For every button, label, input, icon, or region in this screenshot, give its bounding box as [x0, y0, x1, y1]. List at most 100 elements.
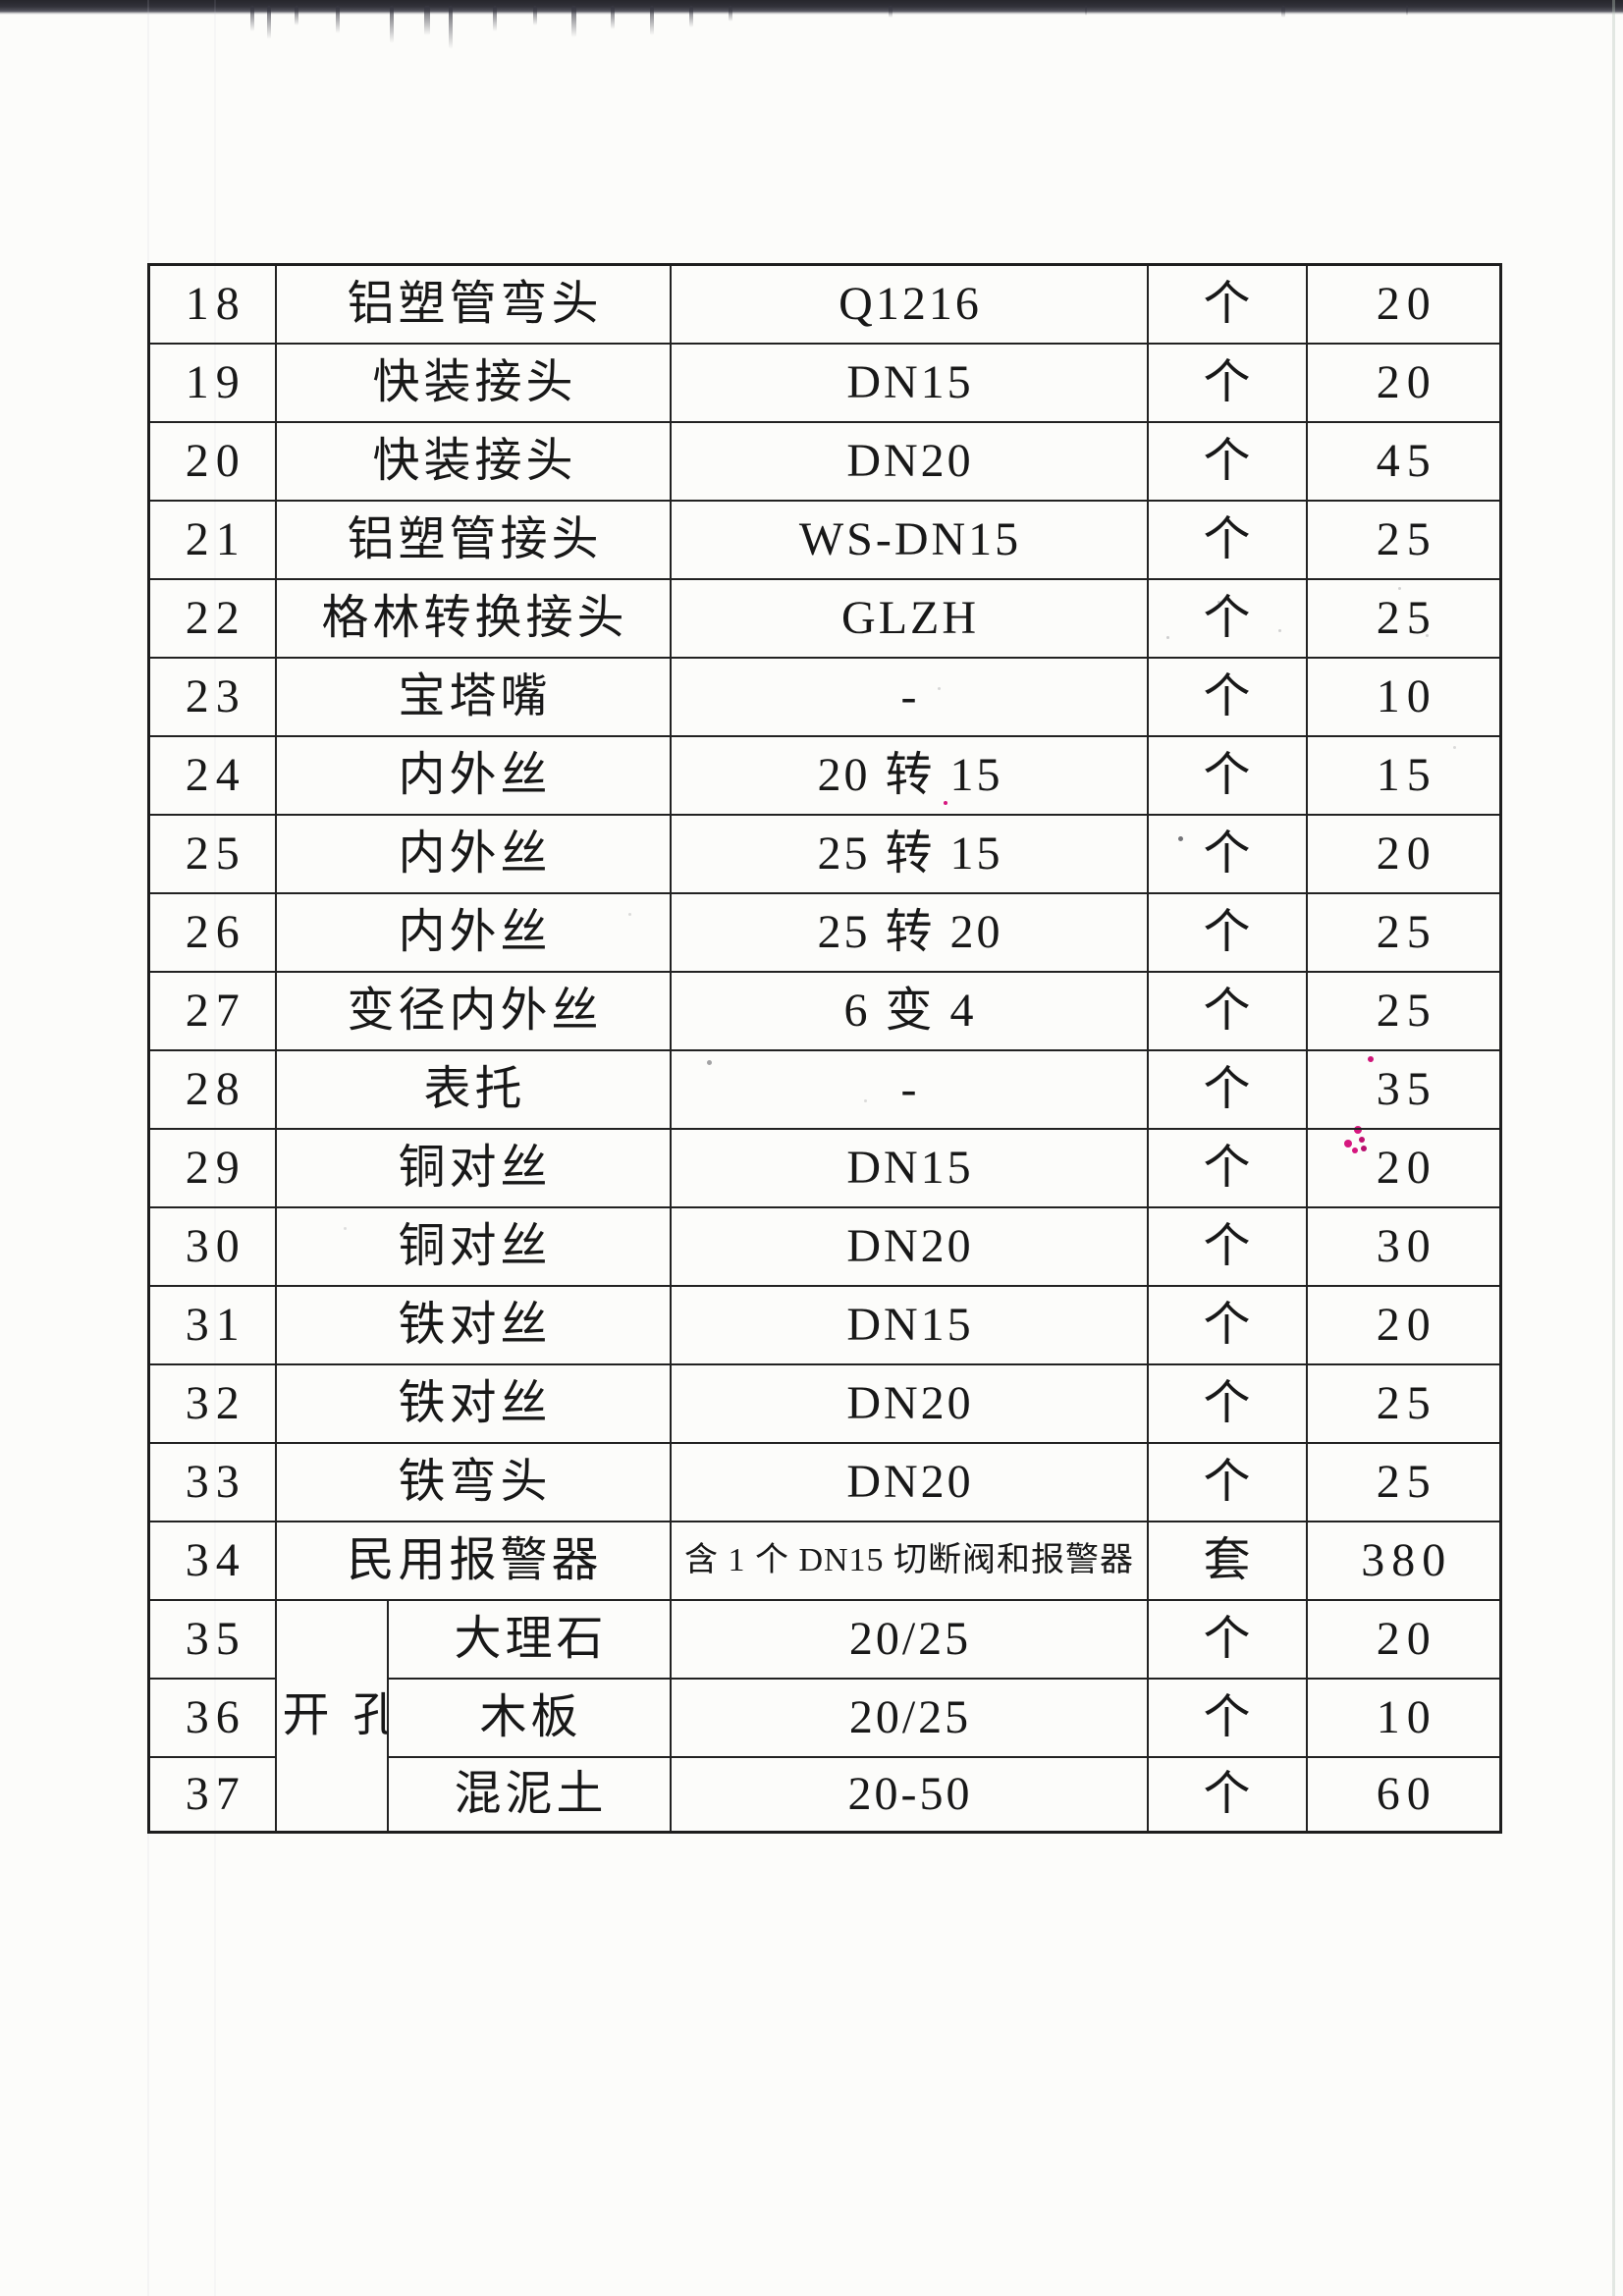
scanner-streak [267, 6, 271, 39]
cell-no: 35 [147, 1599, 277, 1680]
cell-unit: 个 [1146, 421, 1308, 502]
cell-qty: 20 [1305, 1599, 1502, 1680]
cell-qty: 30 [1305, 1206, 1502, 1287]
cell-name: 铁对丝 [274, 1285, 672, 1365]
table-row: 27 变径内外丝 6 变 4 个 25 [147, 971, 1502, 1051]
cell-name: 快装接头 [274, 343, 672, 423]
table-row: 26 内外丝 25 转 20 个 25 [147, 892, 1502, 973]
cell-qty: 20 [1305, 343, 1502, 423]
cell-no: 36 [147, 1678, 277, 1758]
cell-no: 27 [147, 971, 277, 1051]
scanner-streak [250, 6, 254, 31]
scanner-streak [1085, 6, 1087, 16]
table-row: 37 混泥土 20-50 个 60 [147, 1756, 1502, 1834]
cell-group-kaikong: 开 孔 [274, 1599, 389, 1834]
cell-no: 21 [147, 500, 277, 580]
table-row: 31 铁对丝 DN15 个 20 [147, 1285, 1502, 1365]
cell-no: 25 [147, 814, 277, 894]
cell-unit: 个 [1146, 1285, 1308, 1365]
scanner-streak [611, 6, 615, 29]
cell-qty: 45 [1305, 421, 1502, 502]
cell-qty: 25 [1305, 971, 1502, 1051]
table-row: 19 快装接头 DN15 个 20 [147, 343, 1502, 423]
cell-spec: - [669, 657, 1149, 737]
scanner-noise-band [0, 0, 1623, 15]
cell-no: 24 [147, 735, 277, 816]
cell-qty: 60 [1305, 1756, 1502, 1834]
cell-spec: DN20 [669, 421, 1149, 502]
cell-spec: DN20 [669, 1206, 1149, 1287]
table-row: 35 开 孔 大理石 20/25 个 20 [147, 1599, 1502, 1834]
cell-qty: 25 [1305, 1363, 1502, 1444]
scanner-streak [493, 6, 497, 31]
cell-no: 20 [147, 421, 277, 502]
cell-unit: 个 [1146, 1678, 1308, 1758]
cell-spec: 20/25 [669, 1599, 1149, 1680]
table-row: 28 表托 - 个 35 [147, 1049, 1502, 1130]
cell-qty: 15 [1305, 735, 1502, 816]
cell-name: 铝塑管弯头 [274, 263, 672, 345]
cell-qty: 20 [1305, 814, 1502, 894]
scanner-streak [424, 6, 430, 35]
table-row: 29 铜对丝 DN15 个 20 [147, 1128, 1502, 1208]
cell-qty: 380 [1305, 1521, 1502, 1601]
cell-unit: 个 [1146, 1756, 1308, 1834]
cell-name: 铝塑管接头 [274, 500, 672, 580]
cell-spec: Q1216 [669, 263, 1149, 345]
cell-spec: 含 1 个 DN15 切断阀和报警器 [669, 1521, 1149, 1601]
cell-unit: 个 [1146, 1128, 1308, 1208]
cell-unit: 个 [1146, 1206, 1308, 1287]
cell-name: 内外丝 [274, 814, 672, 894]
table-row: 18 铝塑管弯头 Q1216 个 20 [147, 263, 1502, 345]
cell-name: 格林转换接头 [274, 578, 672, 659]
scanner-streak [1281, 6, 1285, 18]
cell-name: 铜对丝 [274, 1206, 672, 1287]
cell-unit: 个 [1146, 578, 1308, 659]
table-row: 24 内外丝 20 转 15 个 15 [147, 735, 1502, 816]
table-row: 20 快装接头 DN20 个 45 [147, 421, 1502, 502]
materials-table: 18 铝塑管弯头 Q1216 个 20 19 快装接头 DN15 个 20 20… [147, 263, 1503, 1834]
cell-qty: 25 [1305, 1442, 1502, 1522]
cell-no: 26 [147, 892, 277, 973]
cell-unit: 个 [1146, 1599, 1308, 1680]
cell-unit: 套 [1146, 1521, 1308, 1601]
table-row: 22 格林转换接头 GLZH 个 25 [147, 578, 1502, 659]
scanner-streak [650, 6, 654, 35]
cell-qty: 25 [1305, 892, 1502, 973]
cell-spec: 25 转 20 [669, 892, 1149, 973]
table-row: 36 木板 20/25 个 10 [147, 1678, 1502, 1758]
cell-name: 木板 [386, 1678, 672, 1758]
cell-spec: WS-DN15 [669, 500, 1149, 580]
cell-spec: 20/25 [669, 1678, 1149, 1758]
cell-unit: 个 [1146, 343, 1308, 423]
cell-no: 18 [147, 263, 277, 345]
scanner-edge-line [1612, 0, 1615, 2296]
cell-unit: 个 [1146, 657, 1308, 737]
cell-name: 铜对丝 [274, 1128, 672, 1208]
cell-no: 32 [147, 1363, 277, 1444]
scanner-streak [689, 6, 693, 27]
cell-name: 表托 [274, 1049, 672, 1130]
table-row: 21 铝塑管接头 WS-DN15 个 25 [147, 500, 1502, 580]
cell-spec: 6 变 4 [669, 971, 1149, 1051]
cell-no: 19 [147, 343, 277, 423]
cell-no: 34 [147, 1521, 277, 1601]
cell-name: 变径内外丝 [274, 971, 672, 1051]
cell-unit: 个 [1146, 1049, 1308, 1130]
cell-name: 宝塔嘴 [274, 657, 672, 737]
cell-spec: GLZH [669, 578, 1149, 659]
cell-name: 内外丝 [274, 735, 672, 816]
cell-no: 30 [147, 1206, 277, 1287]
cell-spec: DN15 [669, 1285, 1149, 1365]
cell-no: 29 [147, 1128, 277, 1208]
cell-unit: 个 [1146, 1442, 1308, 1522]
scanner-streak [1406, 6, 1408, 16]
cell-unit: 个 [1146, 971, 1308, 1051]
cell-spec: DN15 [669, 1128, 1149, 1208]
cell-name: 内外丝 [274, 892, 672, 973]
scanner-streak [533, 6, 537, 26]
scanner-streak [295, 6, 298, 26]
table-row: 23 宝塔嘴 - 个 10 [147, 657, 1502, 737]
dust-specks [0, 0, 3, 3]
